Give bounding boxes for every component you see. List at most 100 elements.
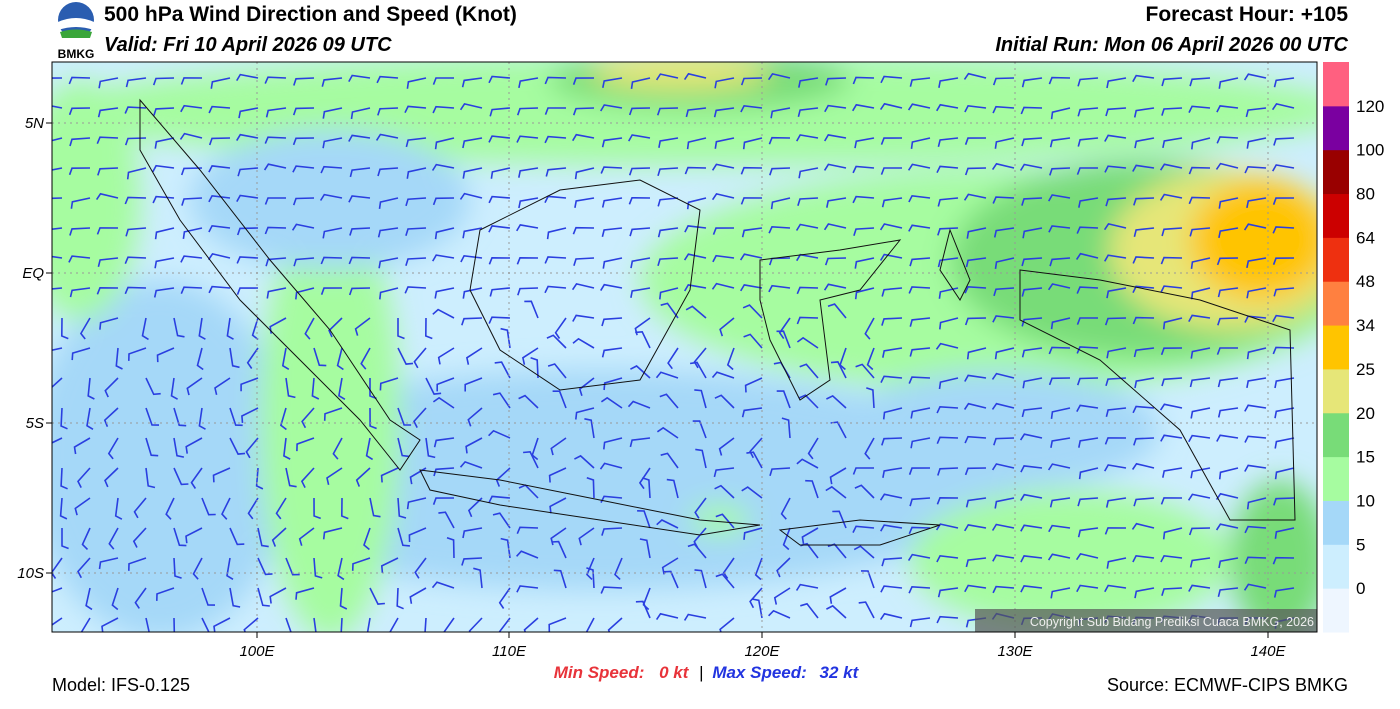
wind-barb: [52, 137, 63, 142]
wind-barb: [1021, 407, 1043, 418]
wind-barb: [639, 538, 651, 559]
wind-barb: [714, 394, 735, 409]
wind-barb: [601, 527, 623, 536]
wind-barb: [908, 376, 931, 384]
wind-barb: [154, 137, 175, 149]
wind-barb: [52, 287, 63, 290]
wind-barb: [98, 557, 119, 570]
wind-barb: [338, 377, 346, 400]
wind-barb: [198, 317, 206, 340]
wind-barb: [740, 284, 763, 292]
wind-barb: [52, 197, 63, 200]
wind-barb: [1244, 464, 1267, 472]
wind-barb: [1160, 285, 1183, 293]
wind-barb: [201, 497, 216, 516]
wind-barb: [572, 107, 595, 116]
colorbar-segment: [1323, 105, 1349, 151]
lon-label: 130E: [997, 643, 1033, 660]
wind-barb: [283, 437, 291, 460]
wind-barb: [1215, 523, 1239, 531]
wind-barb: [743, 527, 763, 540]
wind-barb: [722, 557, 735, 579]
wind-barb: [489, 107, 511, 117]
wind-barb: [796, 286, 819, 295]
wind-barb: [192, 557, 203, 580]
wind-barb: [436, 377, 455, 392]
wind-barb: [776, 557, 791, 578]
wind-barb: [495, 467, 511, 487]
wind-barb: [1190, 467, 1211, 479]
wind-barb: [378, 197, 399, 210]
wind-barb: [714, 484, 735, 499]
wind-barb: [910, 437, 931, 449]
wind-barb: [516, 550, 539, 559]
wind-barb: [124, 256, 147, 265]
wind-barb: [490, 167, 511, 179]
wind-barb: [854, 484, 875, 499]
wind-barb: [964, 104, 987, 113]
wind-barb: [1189, 557, 1211, 568]
wind-barb: [369, 378, 377, 400]
wind-barb: [369, 407, 377, 430]
wind-barb: [880, 137, 903, 145]
wind-barb: [936, 405, 959, 414]
wind-barb: [657, 167, 679, 177]
wind-barb: [694, 569, 707, 589]
wind-barb: [1131, 522, 1155, 530]
wind-barb: [1076, 404, 1099, 412]
colorbar-segment: [1323, 149, 1349, 195]
wind-barb: [695, 448, 707, 469]
wind-barb: [909, 257, 931, 267]
wind-barb: [313, 497, 321, 520]
wind-barb: [992, 315, 1015, 323]
wind-barb: [964, 137, 987, 145]
wind-barb: [807, 437, 819, 460]
wind-barb: [586, 557, 595, 580]
wind-barb: [275, 497, 287, 520]
wind-barb: [852, 525, 875, 533]
wind-barb: [964, 467, 987, 476]
logo: BMKG: [58, 2, 94, 61]
wind-barb: [1244, 404, 1267, 412]
wind-barb: [201, 587, 216, 606]
wind-barb: [1190, 347, 1211, 359]
colorbar-segment: [1323, 456, 1349, 501]
wind-barb: [798, 77, 819, 88]
wind-barb: [769, 467, 791, 477]
wind-barb: [198, 407, 206, 430]
wind-barb: [629, 437, 651, 448]
lon-label: 120E: [744, 643, 780, 660]
wind-barb: [125, 77, 147, 88]
wind-barb: [406, 497, 427, 510]
wind-barb: [201, 617, 210, 632]
wind-barb: [548, 617, 567, 632]
wind-barb: [349, 167, 371, 178]
wind-barb: [1047, 283, 1071, 291]
wind-barb: [1020, 106, 1043, 115]
wind-barb: [432, 197, 455, 206]
max-value: 32 kt: [820, 663, 860, 682]
wind-barb: [661, 557, 679, 575]
colorbar-label: 10: [1356, 491, 1375, 510]
wind-barb: [937, 257, 959, 268]
wind-barb: [600, 104, 623, 112]
wind-barb: [1050, 587, 1071, 599]
wind-barb: [1050, 107, 1071, 120]
speed-summary: Min Speed: 0 kt | Max Speed: 32 kt: [554, 663, 860, 682]
wind-barb: [600, 283, 623, 292]
wind-barb: [1133, 347, 1155, 358]
wind-barb: [348, 287, 371, 296]
wind-barb: [173, 467, 189, 486]
colorbar-label: 80: [1356, 185, 1375, 204]
wind-barb: [79, 317, 91, 340]
wind-barb: [1243, 73, 1267, 81]
colorbar-segment: [1323, 193, 1349, 238]
wind-barb: [377, 227, 399, 238]
wind-barb: [782, 527, 791, 551]
wind-barb: [881, 287, 903, 297]
wind-barb: [405, 197, 427, 207]
wind-barb: [908, 194, 931, 203]
wind-barb: [404, 286, 427, 294]
wind-barb: [180, 104, 203, 113]
wind-barb: [461, 77, 483, 88]
